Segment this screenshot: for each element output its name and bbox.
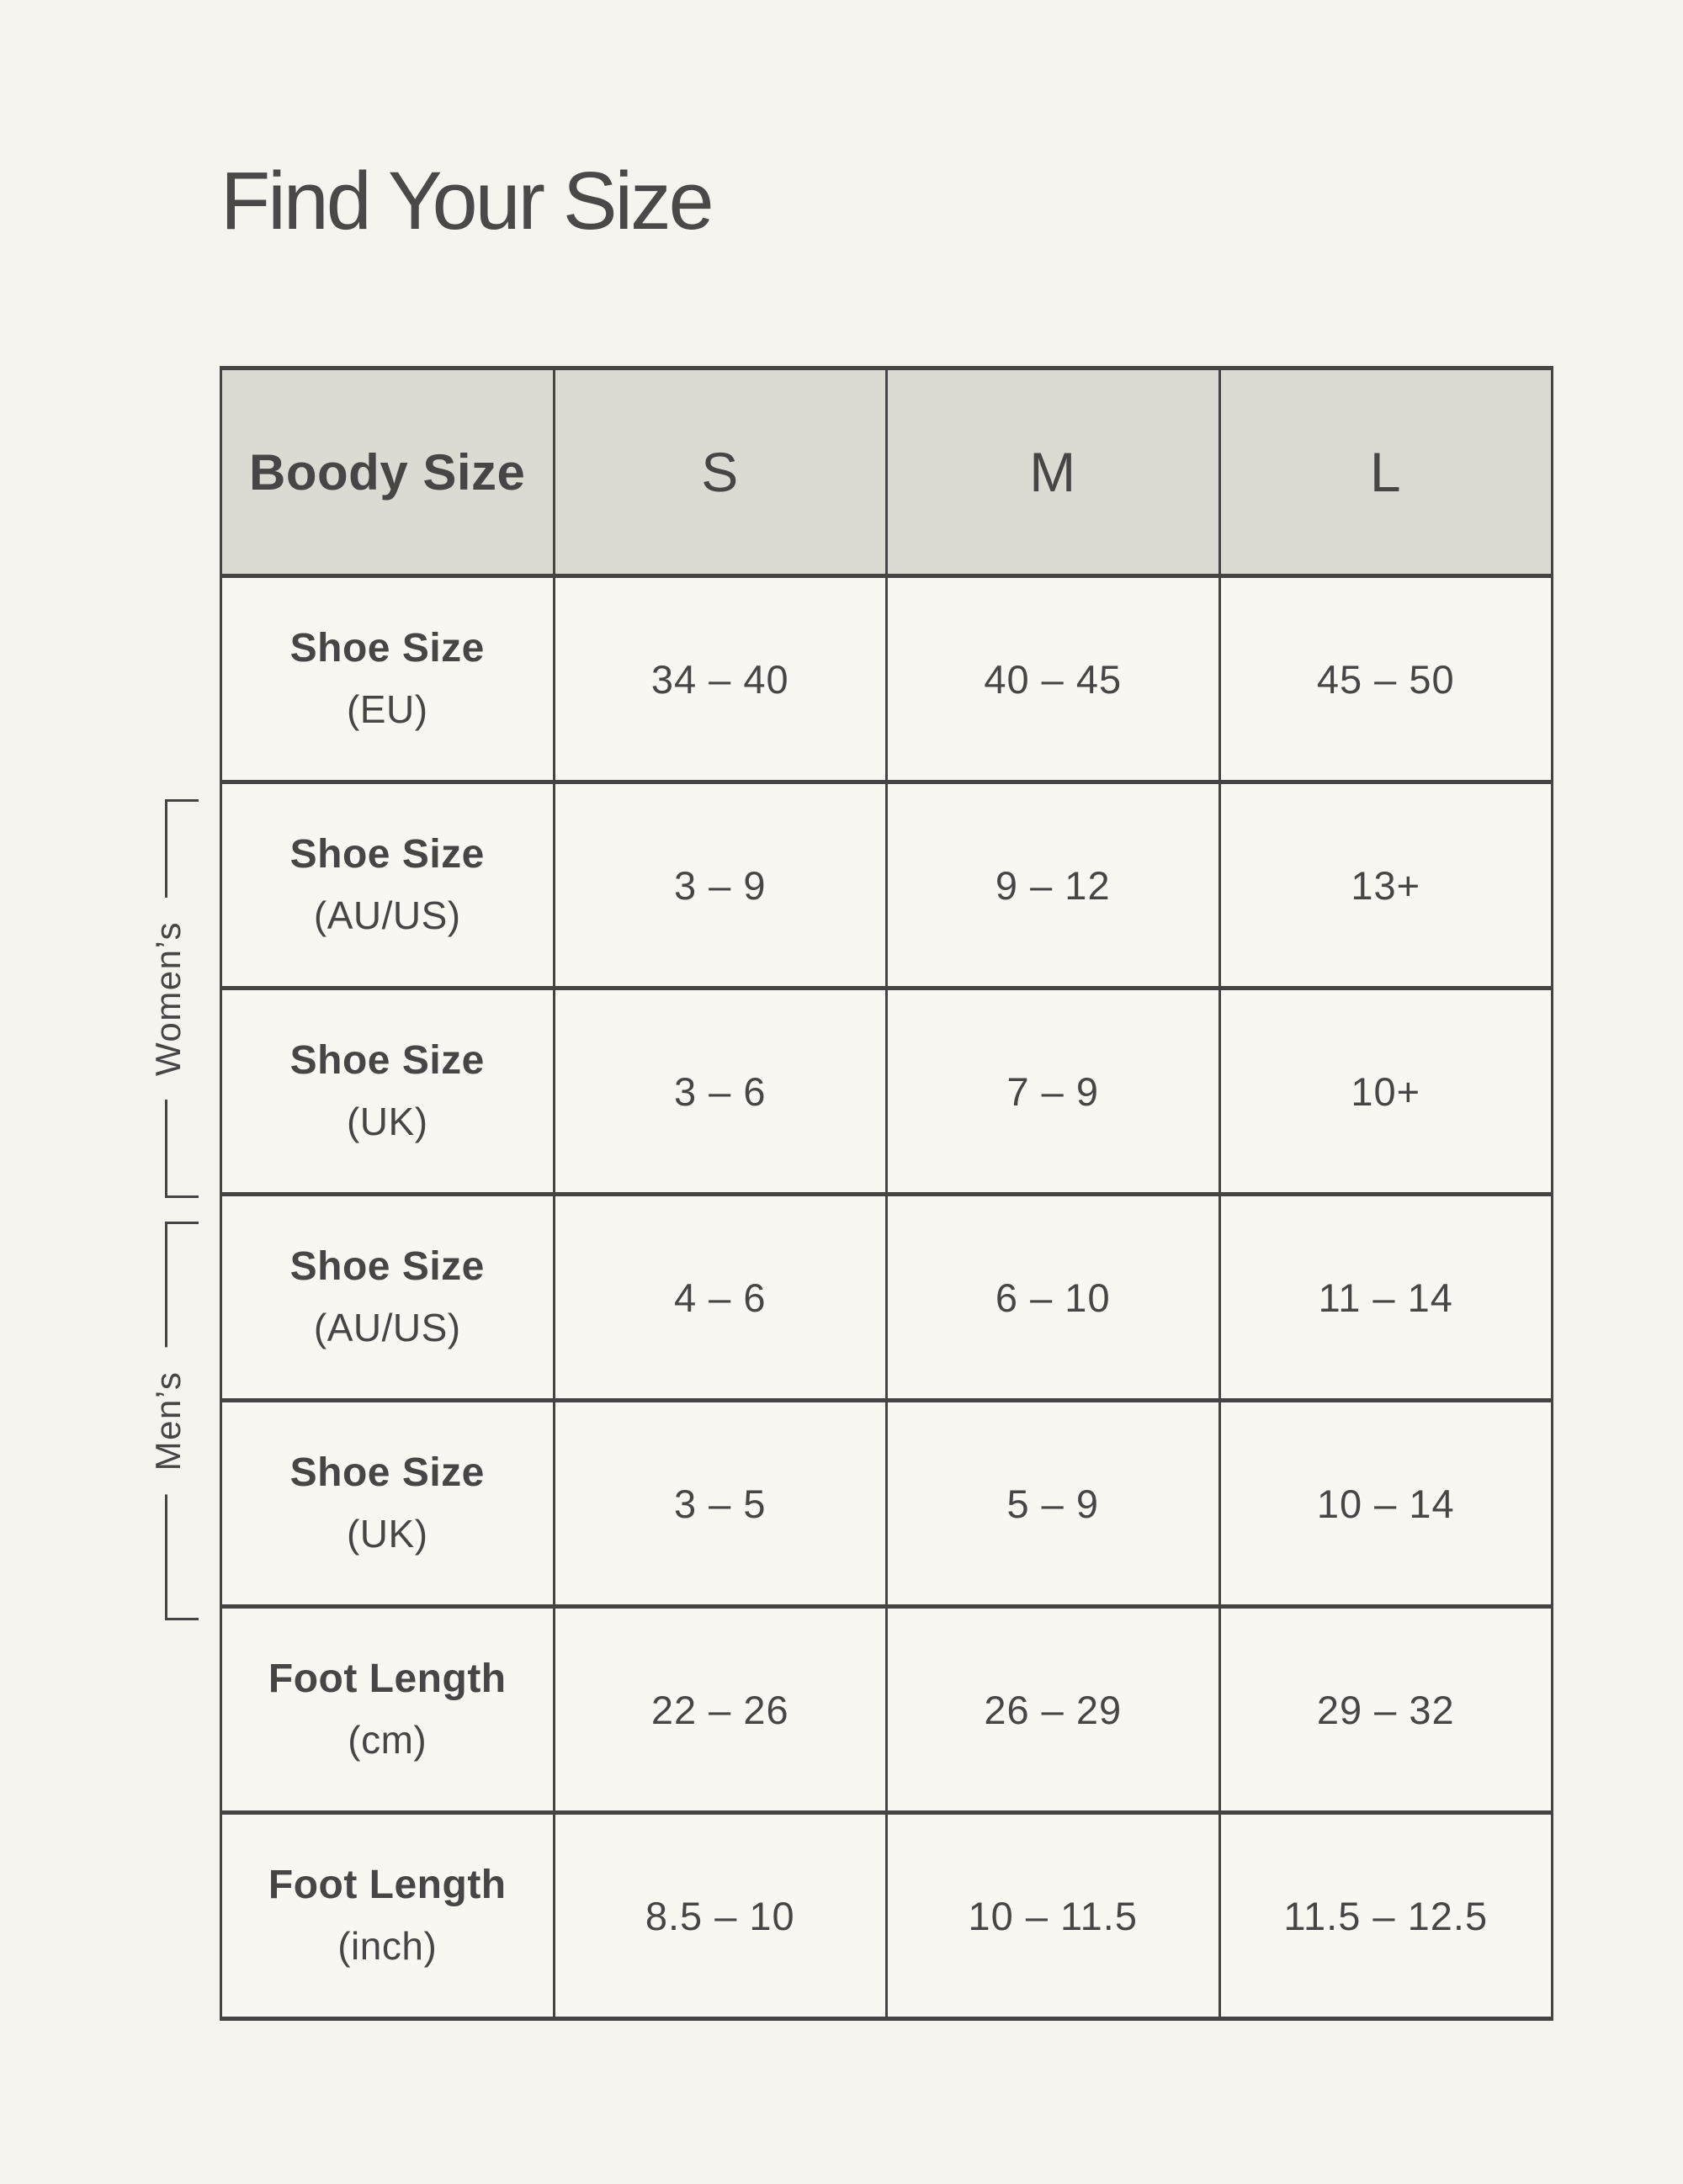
size-cell: 4 – 6 <box>552 1192 888 1402</box>
table-row-mens-shoe-size-auus: Shoe Size (AU/US) 4 – 6 6 – 10 11 – 14 <box>220 1192 1553 1402</box>
size-cell: 45 – 50 <box>1218 574 1553 784</box>
header-boody-size: Boody Size <box>220 366 555 578</box>
header-row: Boody Size S M L <box>220 366 1553 578</box>
table-row-womens-shoe-size-auus: Shoe Size (AU/US) 3 – 9 9 – 12 13+ <box>220 780 1553 990</box>
row-sublabel: (EU) <box>346 687 428 731</box>
row-label: Foot Length <box>268 1657 507 1701</box>
size-value: 11.5 – 12.5 <box>1283 1893 1489 1938</box>
size-value: 5 – 9 <box>1006 1481 1100 1526</box>
size-value: 13+ <box>1351 862 1421 908</box>
row-sublabel: (UK) <box>346 1100 428 1143</box>
mens-group-label: Men’s <box>148 1347 188 1495</box>
size-cell: 40 – 45 <box>885 574 1221 784</box>
size-cell: 7 – 9 <box>885 986 1221 1196</box>
size-cell: 10 – 11.5 <box>885 1810 1221 2021</box>
size-cell: 34 – 40 <box>552 574 888 784</box>
header-size-s-label: S <box>701 441 740 503</box>
row-label-cell: Shoe Size (UK) <box>220 1398 555 1609</box>
page-title: Find Your Size <box>220 155 714 246</box>
row-label: Shoe Size <box>289 832 485 877</box>
size-cell: 11.5 – 12.5 <box>1218 1810 1553 2021</box>
size-cell: 11 – 14 <box>1218 1192 1553 1402</box>
table-row-womens-shoe-size-uk: Shoe Size (UK) 3 – 6 7 – 9 10+ <box>220 986 1553 1196</box>
size-value: 40 – 45 <box>984 656 1123 702</box>
row-label: Shoe Size <box>289 1244 485 1289</box>
table-row-shoe-size-eu: Shoe Size (EU) 34 – 40 40 – 45 45 – 50 <box>220 574 1553 784</box>
header-size-s: S <box>552 366 888 578</box>
table-row-foot-length-inch: Foot Length (inch) 8.5 – 10 10 – 11.5 11… <box>220 1810 1553 2021</box>
size-cell: 3 – 6 <box>552 986 888 1196</box>
row-label-cell: Shoe Size (EU) <box>220 574 555 784</box>
header-size-m: M <box>885 366 1221 578</box>
size-cell: 3 – 5 <box>552 1398 888 1609</box>
size-cell: 9 – 12 <box>885 780 1221 990</box>
size-value: 11 – 14 <box>1318 1275 1453 1320</box>
size-cell: 22 – 26 <box>552 1604 888 1815</box>
size-value: 4 – 6 <box>673 1275 767 1320</box>
row-label-cell: Foot Length (inch) <box>220 1810 555 2021</box>
row-sublabel: (cm) <box>348 1718 427 1762</box>
row-label-cell: Shoe Size (UK) <box>220 986 555 1196</box>
size-value: 22 – 26 <box>650 1687 789 1732</box>
size-value: 3 – 5 <box>673 1481 767 1526</box>
size-cell: 10 – 14 <box>1218 1398 1553 1609</box>
row-sublabel: (AU/US) <box>313 1306 461 1349</box>
row-label-cell: Shoe Size (AU/US) <box>220 1192 555 1402</box>
size-cell: 10+ <box>1218 986 1553 1196</box>
row-label: Shoe Size <box>289 626 485 671</box>
size-cell: 8.5 – 10 <box>552 1810 888 2021</box>
row-sublabel: (inch) <box>337 1924 438 1968</box>
size-value: 34 – 40 <box>650 656 789 702</box>
header-size-l-label: L <box>1369 441 1402 503</box>
row-sublabel: (UK) <box>346 1512 428 1556</box>
table-row-mens-shoe-size-uk: Shoe Size (UK) 3 – 5 5 – 9 10 – 14 <box>220 1398 1553 1609</box>
size-value: 10+ <box>1351 1068 1421 1114</box>
size-value: 29 – 32 <box>1316 1687 1455 1732</box>
size-cell: 13+ <box>1218 780 1553 990</box>
size-cell: 26 – 29 <box>885 1604 1221 1815</box>
header-boody-size-label: Boody Size <box>249 443 526 501</box>
size-value: 45 – 50 <box>1316 656 1455 702</box>
size-cell: 6 – 10 <box>885 1192 1221 1402</box>
size-value: 3 – 9 <box>673 862 767 908</box>
size-value: 9 – 12 <box>995 862 1111 908</box>
size-value: 26 – 29 <box>984 1687 1123 1732</box>
row-label: Shoe Size <box>289 1450 485 1495</box>
size-value: 3 – 6 <box>673 1068 767 1114</box>
womens-group-label: Women’s <box>148 897 188 1100</box>
row-label: Shoe Size <box>289 1038 485 1083</box>
row-label-cell: Shoe Size (AU/US) <box>220 780 555 990</box>
mens-group-bracket: Men’s <box>148 1222 199 1620</box>
table-row-foot-length-cm: Foot Length (cm) 22 – 26 26 – 29 29 – 32 <box>220 1604 1553 1815</box>
size-value: 8.5 – 10 <box>645 1893 795 1938</box>
size-value: 10 – 14 <box>1316 1481 1455 1526</box>
size-cell: 29 – 32 <box>1218 1604 1553 1815</box>
size-value: 7 – 9 <box>1006 1068 1100 1114</box>
size-cell: 3 – 9 <box>552 780 888 990</box>
size-cell: 5 – 9 <box>885 1398 1221 1609</box>
womens-group-bracket: Women’s <box>148 799 199 1198</box>
header-size-m-label: M <box>1029 441 1077 503</box>
size-value: 10 – 11.5 <box>968 1893 1139 1938</box>
row-label: Foot Length <box>268 1863 507 1907</box>
row-sublabel: (AU/US) <box>313 893 461 937</box>
size-value: 6 – 10 <box>995 1275 1111 1320</box>
size-chart-table: Boody Size S M L Shoe Size (EU) 34 – <box>220 366 1553 2021</box>
header-size-l: L <box>1218 366 1553 578</box>
row-label-cell: Foot Length (cm) <box>220 1604 555 1815</box>
